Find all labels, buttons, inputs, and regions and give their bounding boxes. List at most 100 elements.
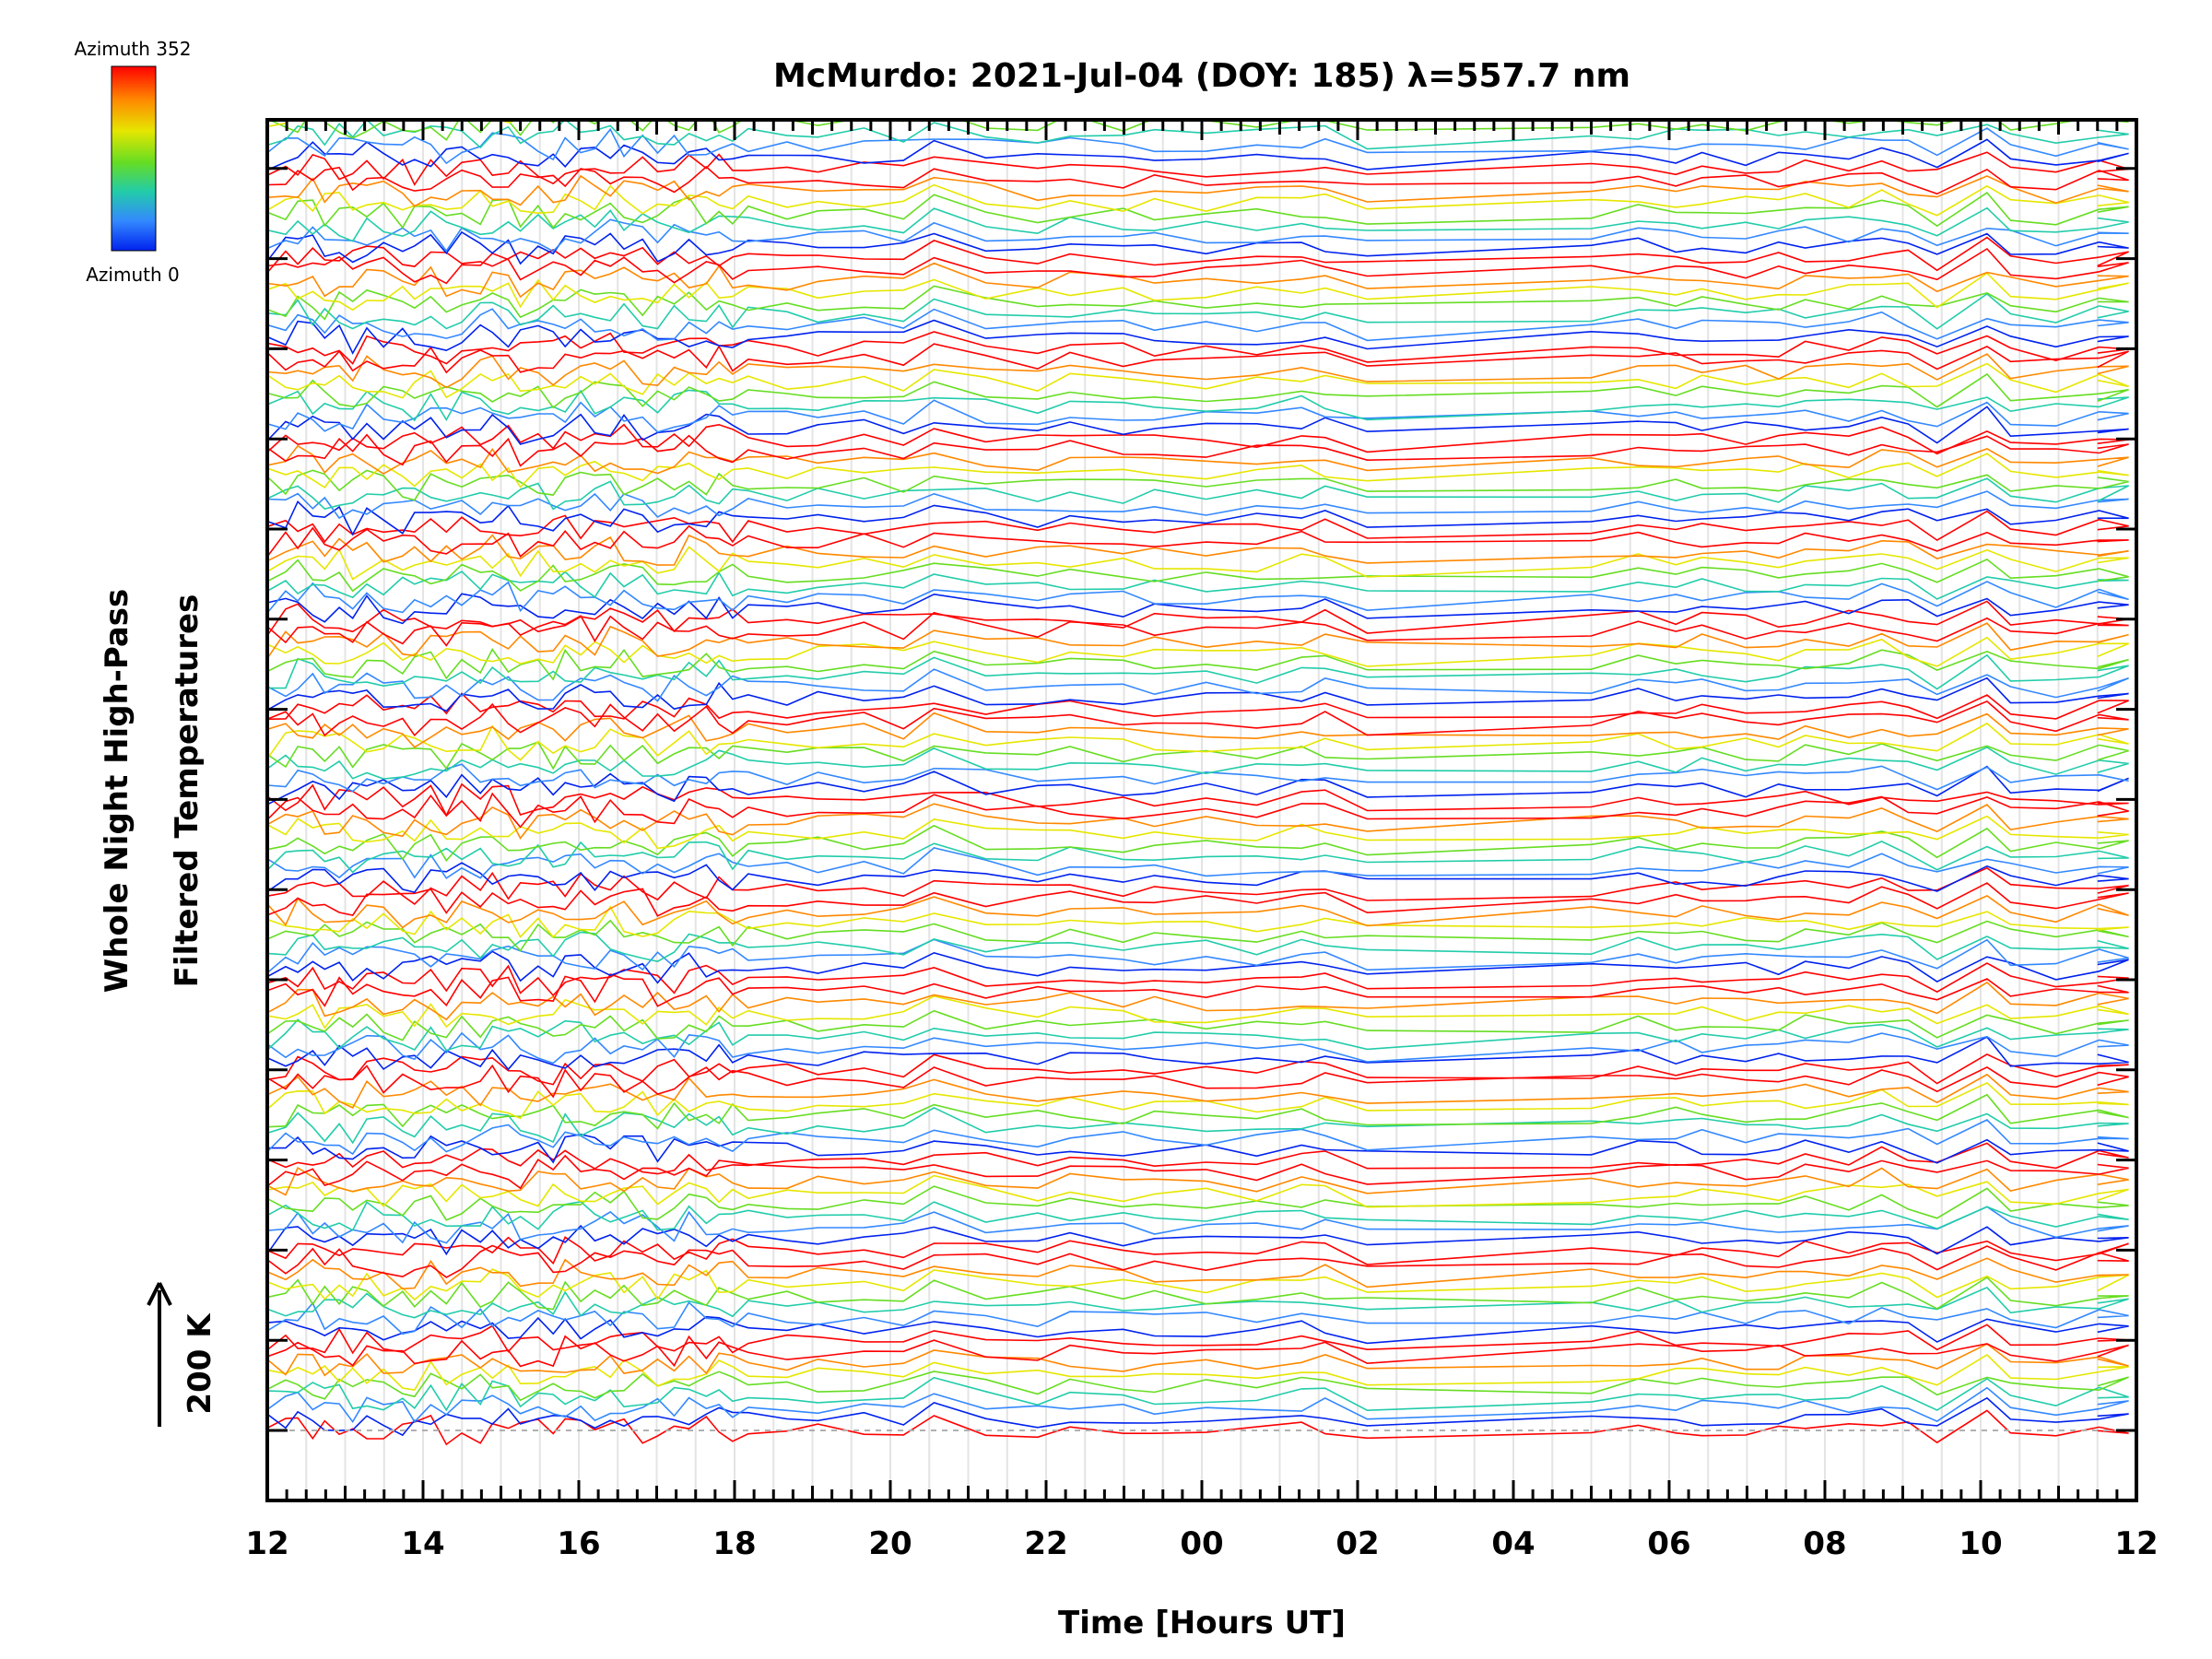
series-line: [267, 183, 2129, 217]
series-line: [267, 994, 2129, 1030]
colorbar-bottom-label: Azimuth 0: [86, 264, 180, 286]
series-line: [267, 1236, 2129, 1265]
series-line: [267, 546, 2129, 581]
series-line: [267, 127, 2129, 165]
series-line: [267, 981, 2129, 1021]
y-axis-label: Whole Night High-Pass Filtered Temperatu…: [99, 589, 206, 994]
x-axis-label: Time [Hours UT]: [1058, 1605, 1346, 1641]
series-line: [267, 866, 2129, 905]
series-line: [267, 353, 2129, 389]
series-line: [267, 824, 2129, 862]
x-tick-label: 20: [868, 1525, 912, 1562]
series-line: [267, 782, 2129, 818]
series-line: [267, 1166, 2129, 1196]
x-tick-label: 12: [245, 1525, 288, 1562]
series-line: [267, 423, 2129, 455]
series-line: [267, 1396, 2129, 1437]
series-line: [267, 262, 2129, 299]
series-line: [267, 1315, 2129, 1345]
chart-title: McMurdo: 2021-Jul-04 (DOY: 185) λ=557.7 …: [773, 57, 1630, 95]
x-tick-label: 14: [401, 1525, 444, 1562]
series-line: [267, 433, 2129, 467]
series-line: [267, 1133, 2129, 1164]
series-line: [267, 151, 2129, 186]
series-line: [267, 763, 2129, 793]
series-line: [267, 308, 2129, 342]
series-line: [267, 647, 2129, 681]
x-tick-label: 22: [1024, 1525, 1067, 1562]
series-line: [267, 230, 2129, 265]
series-line: [267, 1036, 2129, 1071]
series-line: [267, 600, 2129, 637]
series-line: [267, 712, 2129, 748]
series-line: [267, 1009, 2129, 1041]
series-line: [267, 372, 2129, 409]
series-line: [267, 593, 2129, 625]
series-line: [267, 741, 2129, 771]
series-line: [267, 1093, 2129, 1130]
series-line: [267, 1073, 2129, 1109]
series-line: [267, 1324, 2129, 1355]
series-line: [267, 622, 2129, 659]
series-line: [267, 444, 2129, 476]
series-line: [267, 815, 2129, 850]
series-line: [267, 931, 2129, 962]
series-line: [267, 636, 2129, 667]
series-line: [267, 722, 2129, 761]
series-line: [267, 1031, 2129, 1065]
series-line: [267, 399, 2129, 433]
y-axis-label-line1: Whole Night High-Pass: [99, 589, 135, 994]
series-line: [267, 1257, 2129, 1290]
series-line: [267, 1276, 2129, 1311]
series-line: [267, 165, 2129, 195]
x-tick-label: 12: [2114, 1525, 2158, 1562]
series-line: [267, 138, 2129, 171]
x-tick-label: 16: [557, 1525, 600, 1562]
series-line: [267, 746, 2129, 780]
series-line: [267, 1154, 2129, 1190]
colorbar-top-label: Azimuth 352: [75, 38, 192, 60]
series-line: [267, 362, 2129, 399]
series-line: [267, 803, 2129, 840]
series-line: [267, 571, 2129, 600]
series-line: [267, 192, 2129, 229]
series-line: [267, 1371, 2129, 1402]
series-line: [267, 668, 2129, 702]
series-line: [267, 950, 2129, 984]
series-line: [267, 331, 2129, 365]
series-line: [267, 938, 2129, 974]
series-line: [267, 1286, 2129, 1319]
series-line: [267, 1018, 2129, 1052]
series-line: [267, 406, 2129, 445]
series-line: [267, 319, 2129, 355]
series-line: [267, 973, 2129, 1007]
series-line: [267, 1353, 2129, 1391]
series-line: [267, 453, 2129, 488]
series-line: [267, 611, 2129, 647]
series-line: [267, 1200, 2129, 1231]
series-line: [267, 905, 2129, 938]
series-line: [267, 1053, 2129, 1086]
x-tick-labels: 12 14 16 18 20 22 00 02 04 06 08 10 12: [245, 1525, 2158, 1562]
series-line: [267, 236, 2129, 274]
series-line: [267, 1119, 2129, 1156]
series-line: [267, 285, 2129, 321]
series-line: [267, 862, 2129, 894]
series-line: [267, 692, 2129, 721]
series-line: [267, 247, 2129, 285]
series-line: [267, 1206, 2129, 1244]
series-line: [267, 534, 2129, 566]
scale-bar: 200 K: [147, 1282, 218, 1427]
series-line: [267, 1244, 2129, 1278]
series-line: [267, 962, 2129, 997]
series-line: [267, 1185, 2129, 1221]
series-line: [267, 389, 2129, 422]
series-line: [267, 174, 2129, 207]
series-line: [267, 581, 2129, 614]
series-line: [267, 558, 2129, 593]
series-line: [267, 510, 2129, 544]
series-line: [267, 218, 2129, 253]
series-line: [267, 700, 2129, 737]
vertical-gridlines: [305, 120, 2099, 1500]
scale-bar-label: 200 K: [182, 1312, 218, 1415]
